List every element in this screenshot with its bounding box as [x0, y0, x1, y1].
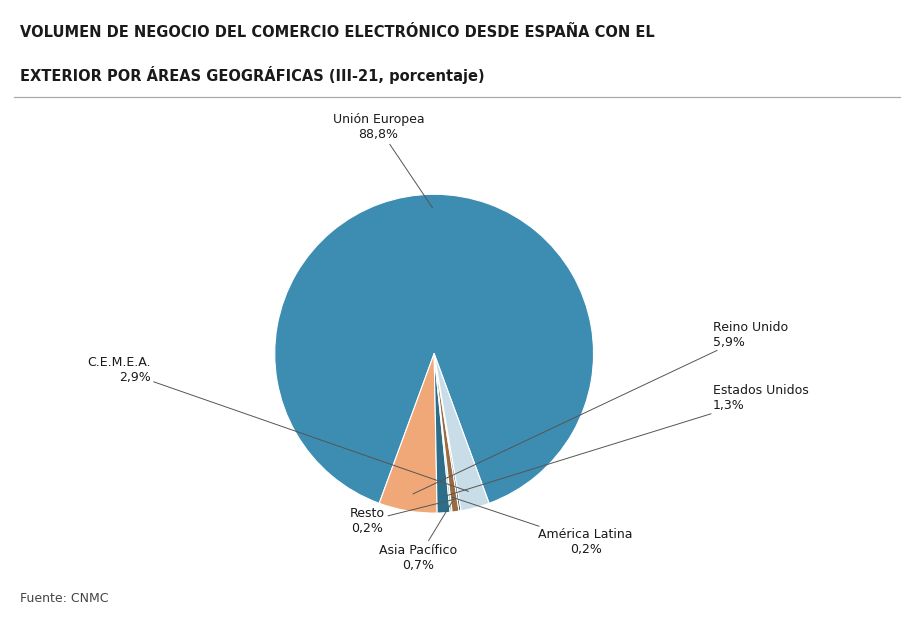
Text: Resto
0,2%: Resto 0,2%: [350, 499, 455, 535]
Text: Unión Europea
88,8%: Unión Europea 88,8%: [333, 113, 432, 208]
Text: Estados Unidos
1,3%: Estados Unidos 1,3%: [445, 384, 809, 496]
Text: EXTERIOR POR ÁREAS GEOGRÁFICAS (III-21, porcentaje): EXTERIOR POR ÁREAS GEOGRÁFICAS (III-21, …: [20, 66, 484, 84]
Wedge shape: [434, 354, 459, 512]
Text: Asia Pacífico
0,7%: Asia Pacífico 0,7%: [379, 502, 457, 572]
Text: América Latina
0,2%: América Latina 0,2%: [452, 497, 632, 556]
Text: Reino Unido
5,9%: Reino Unido 5,9%: [413, 320, 788, 494]
Wedge shape: [434, 354, 489, 511]
Wedge shape: [434, 354, 452, 512]
Text: Fuente: CNMC: Fuente: CNMC: [20, 592, 109, 605]
Wedge shape: [434, 354, 451, 513]
Wedge shape: [379, 354, 437, 513]
Wedge shape: [275, 194, 593, 503]
Text: VOLUMEN DE NEGOCIO DEL COMERCIO ELECTRÓNICO DESDE ESPAÑA CON EL: VOLUMEN DE NEGOCIO DEL COMERCIO ELECTRÓN…: [20, 25, 654, 40]
Text: C.E.M.E.A.
2,9%: C.E.M.E.A. 2,9%: [87, 356, 469, 492]
Wedge shape: [434, 354, 461, 511]
